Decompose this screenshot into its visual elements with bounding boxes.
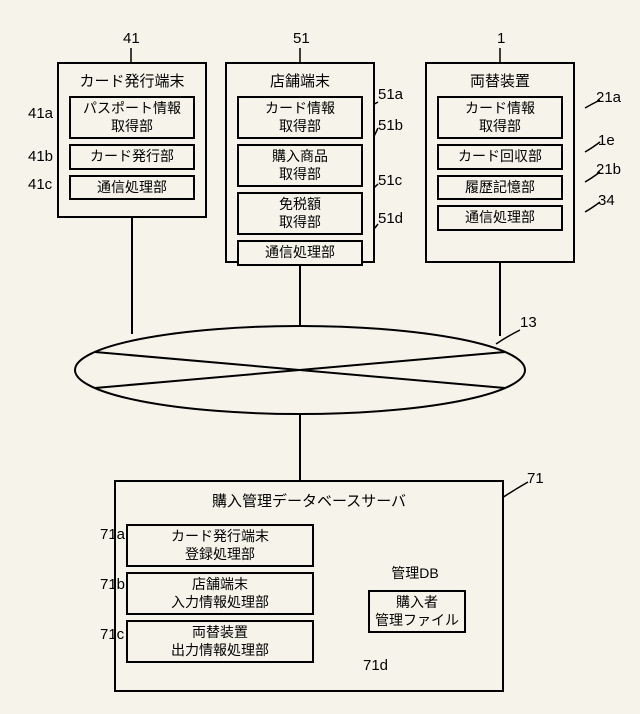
server-title: 購入管理データベースサーバ bbox=[116, 490, 502, 511]
ref-51d: 51d bbox=[378, 210, 403, 227]
server-item-1: 店舗端末 入力情報処理部 bbox=[126, 572, 314, 615]
db-file: 購入者 管理ファイル bbox=[368, 590, 466, 633]
exch-item-2: 履歴記憶部 bbox=[437, 175, 563, 201]
ref-34: 34 bbox=[598, 192, 615, 209]
exch-item-1: カード回収部 bbox=[437, 144, 563, 170]
card-item-0: パスポート情報 取得部 bbox=[69, 96, 195, 139]
store-item-0: カード情報 取得部 bbox=[237, 96, 363, 139]
ref-21a: 21a bbox=[596, 89, 621, 106]
server-item-0: カード発行端末 登録処理部 bbox=[126, 524, 314, 567]
network-num: 13 bbox=[520, 314, 537, 331]
card-item-2: 通信処理部 bbox=[69, 175, 195, 201]
ref-1e: 1e bbox=[598, 132, 615, 149]
card-title: カード発行端末 bbox=[59, 70, 205, 91]
server-item-2: 両替装置 出力情報処理部 bbox=[126, 620, 314, 663]
box-server: 購入管理データベースサーバ カード発行端末 登録処理部 店舗端末 入力情報処理部… bbox=[114, 480, 504, 692]
exch-item-0: カード情報 取得部 bbox=[437, 96, 563, 139]
box-store-terminal: 店舗端末 カード情報 取得部 購入商品 取得部 免税額 取得部 通信処理部 bbox=[225, 62, 375, 263]
server-num: 71 bbox=[527, 470, 544, 487]
exch-num: 1 bbox=[497, 30, 505, 47]
db-wrap: 管理DB bbox=[360, 545, 470, 583]
store-num: 51 bbox=[293, 30, 310, 47]
store-item-2: 免税額 取得部 bbox=[237, 192, 363, 235]
store-title: 店舗端末 bbox=[227, 70, 373, 91]
db-title: 管理DB bbox=[360, 563, 470, 583]
ref-71b: 71b bbox=[100, 576, 125, 593]
box-card-terminal: カード発行端末 パスポート情報 取得部 カード発行部 通信処理部 bbox=[57, 62, 207, 218]
exch-title: 両替装置 bbox=[427, 70, 573, 91]
ref-21b: 21b bbox=[596, 161, 621, 178]
store-item-3: 通信処理部 bbox=[237, 240, 363, 266]
ref-71c: 71c bbox=[100, 626, 124, 643]
diagram-canvas: カード発行端末 パスポート情報 取得部 カード発行部 通信処理部 41 41a … bbox=[0, 0, 640, 714]
ref-51c: 51c bbox=[378, 172, 402, 189]
ref-51a: 51a bbox=[378, 86, 403, 103]
card-num: 41 bbox=[123, 30, 140, 47]
ref-51b: 51b bbox=[378, 117, 403, 134]
store-item-1: 購入商品 取得部 bbox=[237, 144, 363, 187]
ref-71d: 71d bbox=[363, 657, 388, 674]
exch-item-3: 通信処理部 bbox=[437, 205, 563, 231]
ref-71a: 71a bbox=[100, 526, 125, 543]
ref-41a: 41a bbox=[28, 105, 53, 122]
card-item-1: カード発行部 bbox=[69, 144, 195, 170]
ref-41b: 41b bbox=[28, 148, 53, 165]
ref-41c: 41c bbox=[28, 176, 52, 193]
box-exchange: 両替装置 カード情報 取得部 カード回収部 履歴記憶部 通信処理部 bbox=[425, 62, 575, 263]
